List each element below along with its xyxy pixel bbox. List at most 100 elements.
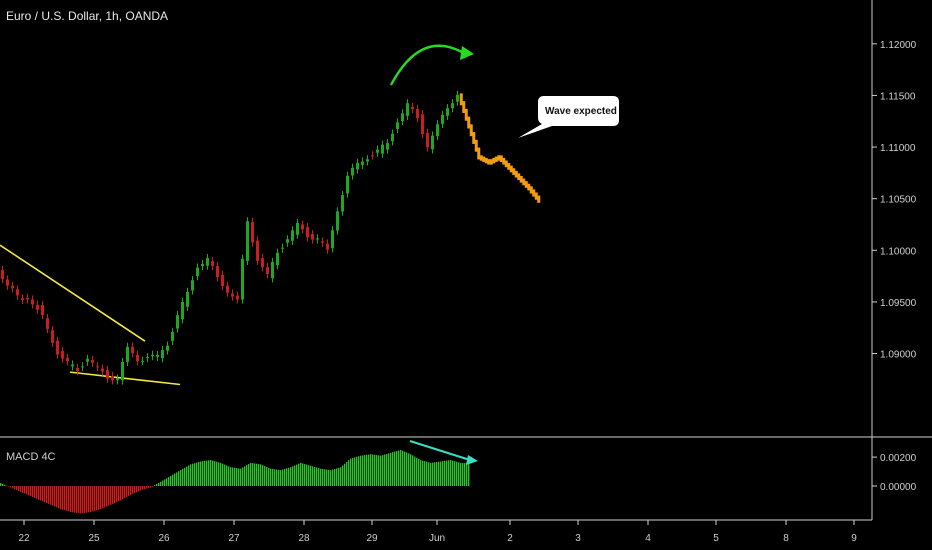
price-tick-label: 1.11500 — [880, 91, 916, 102]
candle-body — [416, 108, 419, 118]
time-axis[interactable]: 22 25 26 27 28 29 Jun 2 3 4 5 8 9 — [18, 520, 857, 544]
macd-bar — [454, 461, 456, 486]
macd-bar — [66, 486, 68, 511]
macd-bar — [64, 486, 66, 511]
macd-bar — [228, 466, 230, 486]
macd-bar — [290, 467, 292, 486]
price-axis[interactable]: 1.12000 1.11500 1.11000 1.10500 1.10000 1.095… — [872, 40, 917, 361]
macd-bar — [20, 486, 22, 492]
macd-bar — [172, 474, 174, 486]
candle-body — [316, 238, 319, 240]
macd-bar — [240, 468, 242, 486]
macd-bar — [326, 469, 328, 486]
macd-bar — [280, 470, 282, 486]
macd-bar — [52, 486, 54, 506]
candle-body — [451, 103, 454, 109]
projection-bar — [537, 195, 541, 203]
macd-bar — [18, 486, 20, 491]
macd-bar — [342, 465, 344, 486]
candle-body — [411, 106, 414, 109]
candle-body — [301, 224, 304, 230]
macd-bar — [400, 449, 402, 486]
projection-bar — [509, 165, 513, 173]
macd-bar — [304, 464, 306, 486]
candle-body — [246, 221, 249, 261]
macd-bar — [266, 466, 268, 486]
macd-bar — [322, 468, 324, 486]
projection-bar — [479, 155, 483, 161]
macd-bar — [152, 486, 154, 487]
projection-bar — [492, 157, 496, 164]
macd-bar — [132, 486, 134, 494]
macd-bar — [82, 486, 84, 514]
macd-bar — [22, 486, 24, 493]
macd-tick-label: 0.00200 — [880, 453, 917, 464]
macd-bar — [158, 482, 160, 486]
macd-bar — [92, 486, 94, 512]
macd-bar — [182, 468, 184, 486]
candle-body — [166, 345, 169, 351]
candle-body — [131, 346, 134, 354]
macd-bar — [62, 486, 64, 510]
macd-bar — [464, 462, 466, 486]
macd-bar — [222, 463, 224, 486]
macd-bar — [328, 469, 330, 486]
candle-body — [356, 162, 359, 170]
candle-body — [291, 230, 294, 241]
macd-bar — [344, 463, 346, 486]
candle-body — [176, 315, 179, 329]
candle-body — [26, 297, 29, 300]
macd-axis[interactable]: 0.00200 0.00000 — [872, 453, 917, 493]
macd-bar — [180, 470, 182, 486]
macd-bar — [314, 466, 316, 486]
macd-bar — [238, 468, 240, 486]
macd-bar — [148, 486, 150, 489]
macd-bar — [76, 486, 78, 513]
macd-bar — [428, 462, 430, 486]
macd-bar — [272, 468, 274, 486]
macd-bar — [32, 486, 34, 497]
time-tick-label: Jun — [429, 533, 445, 544]
macd-bar — [154, 485, 156, 486]
macd-bar — [310, 465, 312, 486]
macd-bar — [390, 452, 392, 486]
projection-bar — [527, 183, 531, 191]
candle-body — [156, 354, 159, 357]
macd-bar — [418, 458, 420, 486]
projection-bar — [502, 157, 506, 165]
macd-bar — [178, 471, 180, 486]
candle-body — [396, 122, 399, 129]
candle-body — [241, 258, 244, 300]
macd-bar — [278, 469, 280, 486]
macd-bar — [94, 486, 96, 511]
macd-bar — [50, 486, 52, 505]
candle-body — [426, 132, 429, 148]
candle-body — [431, 135, 434, 150]
candle-body — [61, 350, 64, 359]
macd-bar — [114, 486, 116, 504]
macd-bar — [30, 486, 32, 497]
macd-bar — [100, 486, 102, 510]
candle-body — [436, 124, 439, 137]
macd-bar — [300, 462, 302, 486]
macd-bar — [126, 486, 128, 497]
macd-bar — [86, 486, 88, 513]
candle-body — [271, 262, 274, 279]
macd-bar — [416, 457, 418, 486]
macd-bar — [324, 469, 326, 486]
trendline-upper — [0, 244, 146, 342]
macd-bar — [382, 455, 384, 486]
macd-bar — [146, 486, 148, 489]
curved-arrow-icon — [389, 44, 463, 86]
macd-bar — [188, 465, 190, 486]
candle-body — [376, 149, 379, 153]
macd-bar — [352, 457, 354, 486]
macd-bar — [320, 468, 322, 486]
macd-bar — [366, 454, 368, 486]
macd-bar — [4, 484, 6, 486]
candle-body — [326, 243, 329, 250]
price-series — [1, 90, 459, 385]
macd-bar — [336, 468, 338, 486]
macd-bar — [46, 486, 48, 504]
